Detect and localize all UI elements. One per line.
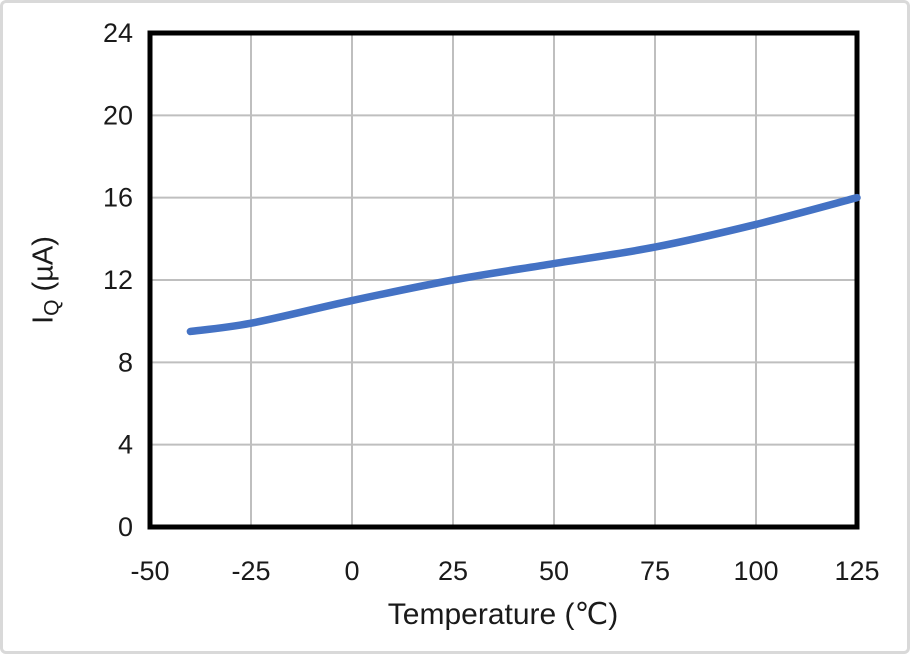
y-tick-label: 8	[118, 347, 133, 377]
y-axis-title-unit: (µA)	[27, 236, 60, 300]
x-tick-label: 75	[640, 556, 670, 586]
x-tick-label: 25	[438, 556, 468, 586]
x-tick-label: 50	[539, 556, 569, 586]
y-tick-label: 0	[118, 512, 133, 542]
y-axis-title-subscript: Q	[40, 299, 64, 316]
x-tick-label: 125	[834, 556, 879, 586]
series-line	[186, 193, 861, 336]
axis-box	[147, 30, 860, 530]
y-tick-label: 24	[103, 18, 133, 48]
y-tick-label: 20	[103, 100, 133, 130]
x-tick-label: -25	[231, 556, 270, 586]
y-tick-label: 16	[103, 183, 133, 213]
x-tick-label: 100	[733, 556, 778, 586]
x-tick-label: -50	[130, 556, 169, 586]
x-tick-label: 0	[344, 556, 359, 586]
y-tick-label: 12	[103, 265, 133, 295]
x-axis-title: Temperature (℃)	[387, 598, 619, 631]
y-axis-title: IQ (µA)	[27, 236, 64, 324]
y-tick-label: 4	[118, 430, 133, 460]
y-axis-title-base: I	[27, 315, 60, 324]
